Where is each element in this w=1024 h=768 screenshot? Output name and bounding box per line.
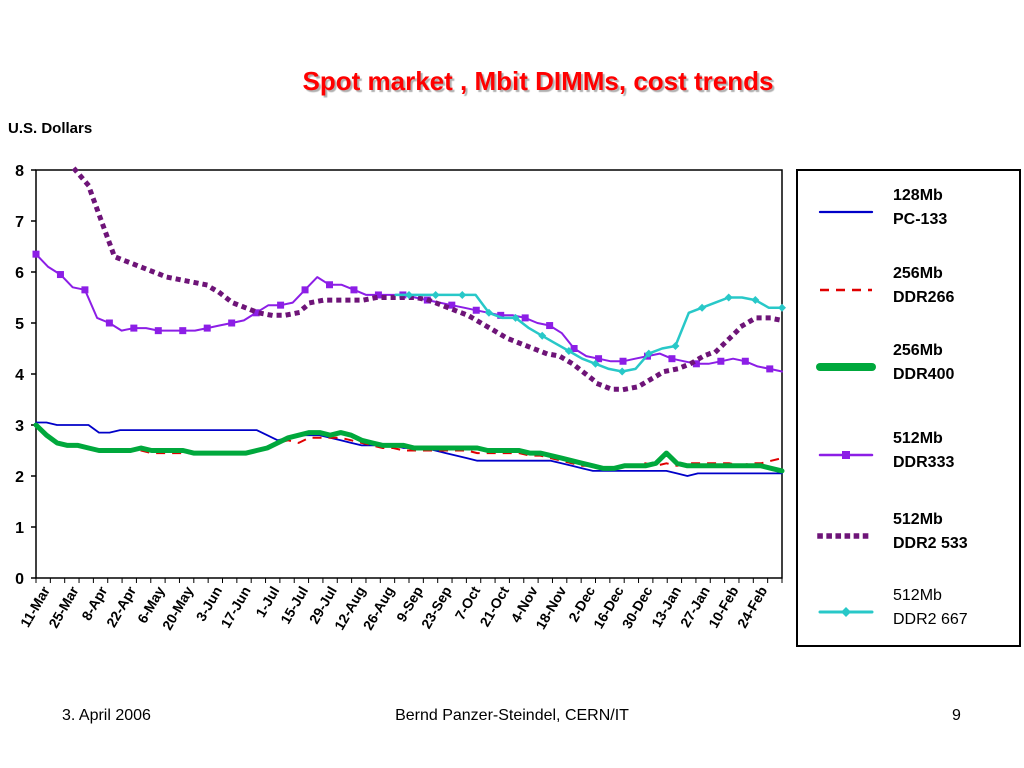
data-point [179,327,187,335]
legend-marker [842,451,850,459]
data-point [374,291,382,299]
data-point [521,314,529,322]
plot-series [32,166,786,477]
data-point [698,303,707,312]
footer-author: Bernd Panzer-Steindel, CERN/IT [395,707,629,724]
y-tick-label: 0 [15,571,24,588]
y-tick-label: 4 [15,367,24,384]
legend-item-5: 512Mb DDR2 667 [818,587,968,628]
legend-label: DDR2 533 [893,535,968,552]
legend-label: 512Mb [893,587,942,604]
x-tick-label: 25-Mar [45,583,82,631]
data-point [81,286,89,294]
legend-label: 256Mb [893,342,943,359]
legend-label: DDR266 [893,289,954,306]
data-point [692,360,700,368]
series-line [33,422,785,474]
y-tick-label: 2 [15,469,24,486]
data-point [431,290,440,299]
y-tick-label: 5 [15,316,24,333]
series-2 [33,422,785,474]
data-point [511,313,520,322]
plot-area-frame [35,169,783,579]
series-3 [32,250,783,373]
data-point [301,286,309,294]
data-point [751,296,760,305]
legend-item-4: 512Mb DDR2 533 [817,511,968,552]
data-point [228,319,236,327]
y-tick-label: 7 [15,214,24,231]
legend-item-1: 256Mb DDR266 [820,265,954,306]
data-point [105,319,113,327]
data-point [497,311,505,319]
data-point [458,290,467,299]
x-tick-label: 21-Oct [476,583,512,629]
data-point [350,286,358,294]
data-point [252,309,260,317]
data-point [766,365,774,373]
data-point [326,281,334,289]
page-number: 9 [952,707,961,724]
data-point [448,301,456,309]
data-point [570,345,578,352]
data-point [56,271,64,279]
legend-label: 512Mb [893,511,943,528]
x-axis: 11-Mar25-Mar8-Apr22-Apr6-May20-May3-Jun1… [17,578,783,633]
data-point [778,303,786,312]
data-point [741,357,749,365]
y-tick-label: 6 [15,265,24,282]
legend-item-3: 512Mb DDR333 [818,430,954,471]
data-point [619,357,627,365]
series-line [71,166,785,392]
legend-marker [841,607,851,617]
data-point [717,357,725,365]
legend-label: 128Mb [893,187,943,204]
data-point [618,367,627,376]
data-point [595,355,603,363]
chart: U.S. Dollars 0 1 2 3 4 5 6 7 8 11-Mar25-Mar8-Apr… [8,120,1021,647]
data-point [724,293,733,302]
data-point [130,324,138,332]
legend-label: DDR2 667 [893,611,968,628]
data-point [538,331,547,340]
legend-label: DDR333 [893,454,954,471]
series-line [35,424,783,470]
y-tick-label: 3 [15,418,24,435]
x-tick-label: 1-Jul [252,584,282,620]
data-point [405,290,413,299]
data-point [668,355,676,363]
data-point [671,341,680,350]
x-tick-label: 15-Jul [277,584,311,627]
series-1 [35,424,783,470]
data-point [472,306,480,314]
legend-item-2: 256Mb DDR400 [816,342,954,383]
x-tick-label: 22-Apr [103,583,139,630]
data-point [484,308,493,317]
data-point [154,327,162,335]
legend-label: 256Mb [893,265,943,282]
series-4 [71,166,785,392]
y-axis: 0 1 2 3 4 5 6 7 8 [15,163,36,588]
series-5 [394,290,786,376]
legend-item-0: 128Mb PC-133 [818,187,947,228]
data-point [32,250,40,258]
data-point [277,301,285,309]
data-point [644,349,653,358]
slide-title: Spot market , Mbit DIMMs, cost trends [302,66,774,96]
data-point [546,322,554,330]
y-tick-label: 8 [15,163,24,180]
data-point [564,347,573,356]
y-tick-label: 1 [15,520,24,537]
legend-label: DDR400 [893,366,954,383]
y-axis-label: U.S. Dollars [8,120,92,137]
legend-box [796,169,1021,647]
legend-label: PC-133 [893,211,947,228]
legend-label: 512Mb [893,430,943,447]
footer-date: 3. April 2006 [62,707,151,724]
data-point [591,359,600,368]
legend: 128Mb PC-133 256Mb DDR266 256Mb DDR400 512Mb DD… [816,187,968,628]
data-point [203,324,211,332]
